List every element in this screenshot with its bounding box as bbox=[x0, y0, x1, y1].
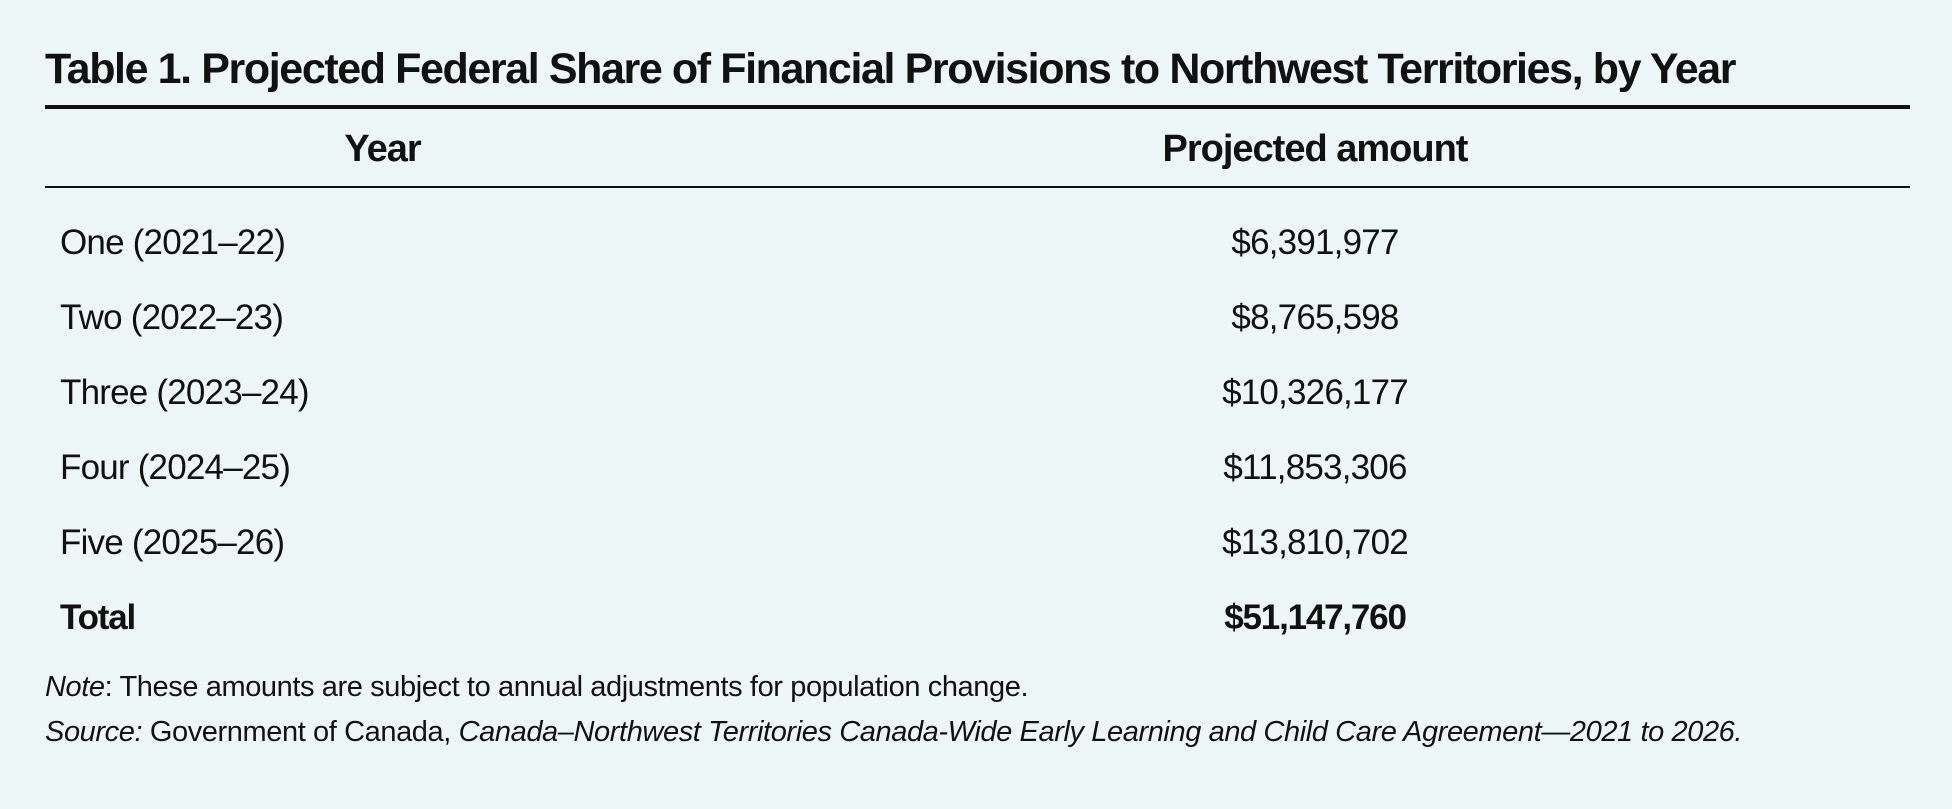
amount-cell: $10,326,177 bbox=[1222, 372, 1409, 412]
source-label: Source: bbox=[45, 716, 143, 748]
total-row: Total $51,147,760 bbox=[45, 580, 1910, 655]
note-text: : These amounts are subject to annual ad… bbox=[104, 671, 1029, 703]
year-cell: Four (2024–25) bbox=[60, 447, 291, 487]
column-header-year: Year bbox=[344, 128, 421, 170]
column-header-amount: Projected amount bbox=[1162, 128, 1469, 170]
source-title: Canada–Northwest Territories Canada-Wide… bbox=[458, 716, 1743, 748]
amount-cell: $8,765,598 bbox=[1231, 297, 1399, 337]
table-body: One (2021–22) $6,391,977 Two (2022–23) $… bbox=[45, 205, 1910, 655]
year-cell: One (2021–22) bbox=[60, 222, 286, 262]
year-cell: Two (2022–23) bbox=[60, 297, 284, 337]
header-rule bbox=[45, 186, 1910, 188]
source-text: Government of Canada, bbox=[142, 716, 459, 748]
table-row: Five (2025–26) $13,810,702 bbox=[45, 505, 1910, 580]
year-cell: Three (2023–24) bbox=[60, 372, 310, 412]
table-row: Four (2024–25) $11,853,306 bbox=[45, 430, 1910, 505]
title-rule bbox=[45, 105, 1910, 109]
year-cell: Five (2025–26) bbox=[60, 522, 285, 562]
amount-cell: $6,391,977 bbox=[1231, 222, 1399, 262]
table-title: Table 1. Projected Federal Share of Fina… bbox=[45, 45, 1737, 93]
amount-cell: $11,853,306 bbox=[1223, 447, 1407, 487]
source-line: Source: Government of Canada, Canada–Nor… bbox=[45, 710, 1910, 755]
total-label: Total bbox=[60, 597, 136, 637]
table-row: One (2021–22) $6,391,977 bbox=[45, 205, 1910, 280]
table-row: Two (2022–23) $8,765,598 bbox=[45, 280, 1910, 355]
note-label: Note bbox=[45, 671, 105, 703]
table-notes: Note: These amounts are subject to annua… bbox=[45, 665, 1910, 755]
amount-cell: $13,810,702 bbox=[1222, 522, 1409, 562]
table-row: Three (2023–24) $10,326,177 bbox=[45, 355, 1910, 430]
total-amount: $51,147,760 bbox=[1224, 597, 1407, 637]
note-line: Note: These amounts are subject to annua… bbox=[45, 665, 1910, 710]
